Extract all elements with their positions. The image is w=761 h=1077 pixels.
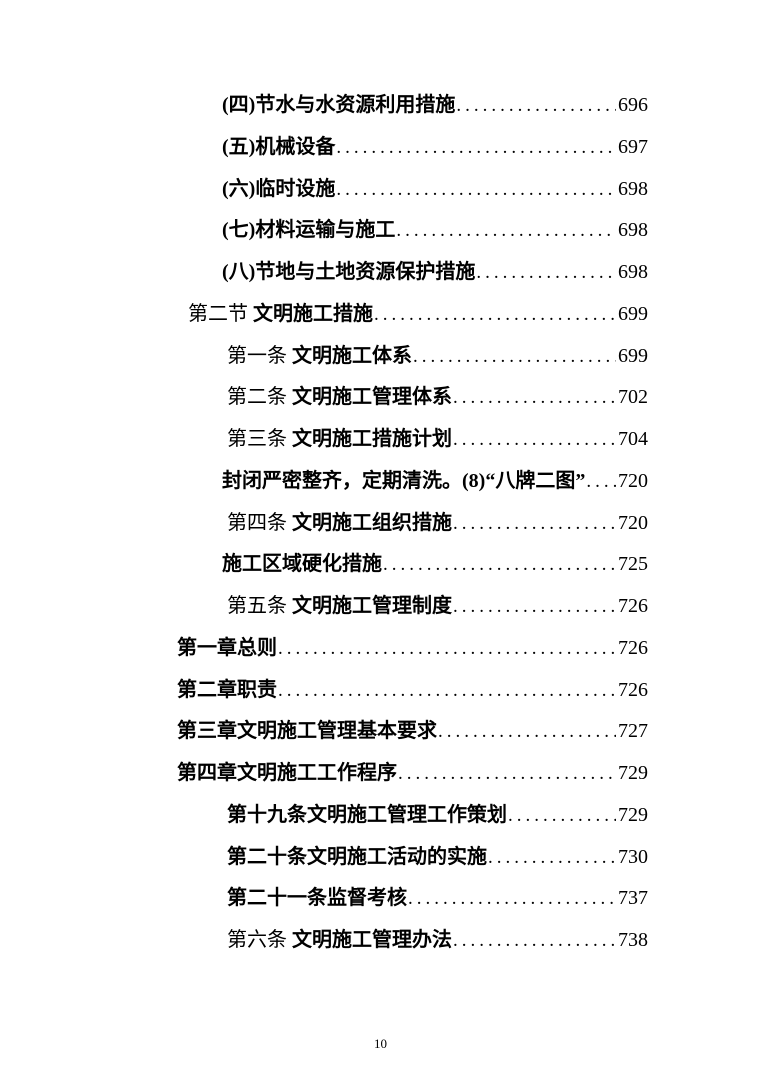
toc-entry-title: 文明施工措施计划 xyxy=(292,428,452,450)
toc-entry-title: (六)临时设施 xyxy=(222,177,336,200)
toc-entry-title: 文明施工组织措施 xyxy=(292,511,452,534)
toc-entry-page: 737 xyxy=(618,887,648,910)
toc-entry-title: 第四章文明施工工作程序 xyxy=(177,762,397,784)
toc-entry[interactable]: (四)节水与水资源利用措施...........................… xyxy=(177,85,648,127)
toc-entry-title: 文明施工措施 xyxy=(253,302,373,325)
toc-entry-title: 第一章总则 xyxy=(177,636,277,659)
toc-entry[interactable]: 第二条 文明施工管理体系............................… xyxy=(177,377,648,419)
dot-leader: ........................................… xyxy=(586,470,616,492)
toc-entry[interactable]: 第一章总则...................................… xyxy=(177,628,648,670)
toc-entry-page: 699 xyxy=(618,302,648,325)
toc-entry[interactable]: 第二十一条监督考核...............................… xyxy=(177,878,648,920)
toc-entry-title: 第二十一条监督考核 xyxy=(227,887,407,910)
dot-leader: ........................................… xyxy=(476,262,616,283)
page-number: 10 xyxy=(374,1036,387,1051)
toc-entry-title: 施工区域硬化措施 xyxy=(222,553,382,576)
dot-leader: ........................................… xyxy=(336,178,616,200)
toc-entry[interactable]: (七)材料运输与施工..............................… xyxy=(177,210,648,252)
dot-leader: ........................................… xyxy=(456,95,616,116)
toc-entry-title: (七)材料运输与施工 xyxy=(222,219,396,242)
toc-entry[interactable]: 第六条 文明施工管理办法............................… xyxy=(177,920,648,962)
dot-leader: ........................................… xyxy=(453,596,616,617)
dot-leader: ........................................… xyxy=(408,888,616,910)
toc-entry-page: 726 xyxy=(618,595,648,617)
toc-entry-title: 第二十条文明施工活动的实施 xyxy=(227,845,487,868)
dot-leader: ........................................… xyxy=(374,303,616,325)
toc-entry-page: 729 xyxy=(618,762,648,784)
dot-leader: ........................................… xyxy=(453,512,616,534)
toc-entry-title: 文明施工管理制度 xyxy=(292,595,452,617)
toc-entry-number: 第四条 xyxy=(227,511,292,534)
dot-leader: ........................................… xyxy=(453,387,616,409)
toc-entry-title: 文明施工管理办法 xyxy=(292,929,452,951)
toc-entry[interactable]: (五)机械设备.................................… xyxy=(177,127,648,169)
toc-entry[interactable]: (八)节地与土地资源保护措施..........................… xyxy=(177,252,648,294)
toc-entry-page: 704 xyxy=(618,428,648,450)
toc-entry-number: 第二节 xyxy=(188,302,253,325)
toc-entry-title: (五)机械设备 xyxy=(222,135,336,158)
toc-entry-page: 720 xyxy=(618,511,648,534)
toc-entry-page: 698 xyxy=(618,261,648,283)
toc-entry-page: 699 xyxy=(618,344,648,367)
toc-entry-number: 第三条 xyxy=(227,428,292,450)
dot-leader: ........................................… xyxy=(438,721,616,743)
toc-entry-number: 第一条 xyxy=(227,344,292,367)
toc-entry-page: 727 xyxy=(618,720,648,743)
toc-entry-page: 696 xyxy=(618,94,648,116)
toc-entry-title: 第十九条文明施工管理工作策划 xyxy=(227,803,507,826)
toc-entry-page: 730 xyxy=(618,845,648,868)
toc-entry[interactable]: 第三章文明施工管理基本要求...........................… xyxy=(177,711,648,753)
dot-leader: ........................................… xyxy=(413,345,616,367)
toc-entry[interactable]: (六)临时设施.................................… xyxy=(177,169,648,211)
toc-entry[interactable]: 第四章文明施工工作程序.............................… xyxy=(177,753,648,795)
toc-entry-title: (四)节水与水资源利用措施 xyxy=(222,94,456,116)
toc-entry[interactable]: 第一条 文明施工体系..............................… xyxy=(177,336,648,378)
dot-leader: ........................................… xyxy=(278,679,616,701)
dot-leader: ........................................… xyxy=(508,804,616,826)
toc-entry-page: 720 xyxy=(618,469,648,492)
toc-entry[interactable]: 第二十条文明施工活动的实施...........................… xyxy=(177,837,648,879)
toc-list: (四)节水与水资源利用措施...........................… xyxy=(177,85,648,962)
dot-leader: ........................................… xyxy=(383,554,616,576)
toc-entry-page: 698 xyxy=(618,177,648,200)
toc-entry[interactable]: 第四条 文明施工组织措施............................… xyxy=(177,503,648,545)
toc-entry-page: 738 xyxy=(618,929,648,951)
dot-leader: ........................................… xyxy=(453,429,616,450)
toc-entry[interactable]: 施工区域硬化措施................................… xyxy=(177,544,648,586)
toc-entry-page: 698 xyxy=(618,219,648,242)
dot-leader: ........................................… xyxy=(396,220,616,242)
toc-entry[interactable]: 第十九条文明施工管理工作策划..........................… xyxy=(177,795,648,837)
toc-entry-title: 封闭严密整齐，定期清洗。(8)“八牌二图” xyxy=(222,469,586,492)
toc-entry[interactable]: 第二章职责...................................… xyxy=(177,670,648,712)
toc-entry[interactable]: 第三条 文明施工措施计划............................… xyxy=(177,419,648,461)
toc-entry-page: 726 xyxy=(618,678,648,701)
toc-entry-page: 726 xyxy=(618,636,648,659)
dot-leader: ........................................… xyxy=(453,930,616,951)
toc-entry-title: 第三章文明施工管理基本要求 xyxy=(177,720,437,743)
toc-entry-title: 第二章职责 xyxy=(177,678,277,701)
toc-entry-page: 725 xyxy=(618,553,648,576)
toc-entry-page: 729 xyxy=(618,803,648,826)
toc-entry-number: 第五条 xyxy=(227,595,292,617)
dot-leader: ........................................… xyxy=(488,846,616,868)
toc-entry-title: (八)节地与土地资源保护措施 xyxy=(222,261,476,283)
dot-leader: ........................................… xyxy=(336,136,616,158)
toc-entry[interactable]: 第二节 文明施工措施..............................… xyxy=(177,294,648,336)
page-footer: 10 xyxy=(0,1036,761,1052)
toc-entry-title: 文明施工体系 xyxy=(292,344,412,367)
toc-entry[interactable]: 第五条 文明施工管理制度............................… xyxy=(177,586,648,628)
dot-leader: ........................................… xyxy=(278,637,616,659)
toc-entry-title: 文明施工管理体系 xyxy=(292,386,452,409)
toc-entry-number: 第二条 xyxy=(227,386,292,409)
toc-entry-number: 第六条 xyxy=(227,929,292,951)
toc-entry-page: 697 xyxy=(618,135,648,158)
toc-entry[interactable]: 封闭严密整齐，定期清洗。(8)“八牌二图”...................… xyxy=(177,461,648,503)
dot-leader: ........................................… xyxy=(398,763,616,784)
toc-entry-page: 702 xyxy=(618,386,648,409)
